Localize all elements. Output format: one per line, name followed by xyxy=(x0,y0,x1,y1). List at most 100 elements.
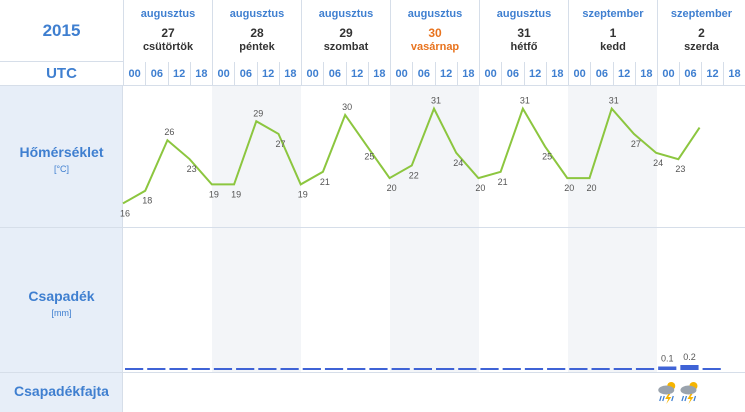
temperature-label: 20 xyxy=(586,183,596,193)
temperature-row-label: Hőmérséklet [°C] xyxy=(0,144,123,174)
temperature-label: 23 xyxy=(675,164,685,174)
day-name: szombat xyxy=(323,41,369,53)
precip-bar xyxy=(258,368,277,370)
day-month: szeptember xyxy=(670,8,733,20)
precip-label: 0.1 xyxy=(661,354,674,364)
day-month: augusztus xyxy=(140,8,196,20)
utc-label: UTC xyxy=(0,62,123,86)
precip-bar xyxy=(591,368,610,370)
utc-hour: 18 xyxy=(634,62,657,86)
precip-bar xyxy=(369,368,388,370)
precip-bar xyxy=(502,368,521,370)
day-name: vasárnap xyxy=(410,41,460,53)
utc-hour: 12 xyxy=(256,62,279,86)
temperature-label: 20 xyxy=(564,183,574,193)
day-stripe xyxy=(123,86,212,372)
utc-hour: 06 xyxy=(590,62,613,86)
precip-bar xyxy=(191,368,210,370)
precip-unit: [mm] xyxy=(51,308,72,318)
precip-bar xyxy=(613,368,632,370)
row-separator xyxy=(0,372,745,373)
utc-hour: 00 xyxy=(568,62,591,86)
precip-bar xyxy=(302,368,321,370)
utc-hour: 18 xyxy=(367,62,390,86)
temperature-label: 31 xyxy=(431,96,441,106)
utc-hour: 06 xyxy=(412,62,435,86)
precip-bar xyxy=(635,368,655,370)
precip-label: 0.2 xyxy=(683,352,696,362)
temperature-label: 23 xyxy=(187,164,197,174)
utc-hour: 00 xyxy=(390,62,413,86)
utc-hour: 00 xyxy=(123,62,146,86)
utc-hour: 12 xyxy=(523,62,546,86)
utc-hour: 18 xyxy=(456,62,479,86)
temperature-label: 21 xyxy=(498,177,508,187)
utc-hour: 18 xyxy=(278,62,301,86)
temperature-label: 25 xyxy=(542,152,552,162)
precip-bar xyxy=(458,368,477,370)
plot-area: 16 18 26 23 19 19 29 27 19 21 30 25 20 22 31 24 20 21 31 25… xyxy=(120,86,745,412)
precip-type-row xyxy=(123,372,745,412)
temperature-label: 27 xyxy=(275,139,285,149)
temperature-label: 27 xyxy=(631,139,641,149)
day-day: 27 xyxy=(161,26,175,40)
year-label: 2015 xyxy=(0,0,123,62)
temperature-label: 19 xyxy=(298,189,308,199)
precip-bar xyxy=(391,368,410,370)
utc-hour: 18 xyxy=(189,62,212,86)
day-day: 31 xyxy=(517,26,531,40)
day-header: augusztus 29 szombat xyxy=(301,0,390,62)
temperature-label: 24 xyxy=(453,158,463,168)
temperature-label: 19 xyxy=(231,189,241,199)
day-month: augusztus xyxy=(407,8,463,20)
day-name: szerda xyxy=(684,41,719,53)
day-stripe xyxy=(212,86,301,372)
day-month: augusztus xyxy=(496,8,552,20)
precip-bar xyxy=(147,368,166,370)
day-stripe xyxy=(479,86,568,372)
temperature-label: 19 xyxy=(209,189,219,199)
day-header: szeptember 1 kedd xyxy=(568,0,657,62)
utc-hour: 00 xyxy=(657,62,679,86)
temperature-label: 31 xyxy=(520,96,530,106)
precip-row-label: Csapadék [mm] xyxy=(0,288,123,318)
temperature-label: 21 xyxy=(320,177,330,187)
precip-bar xyxy=(680,365,699,370)
precip-label: Csapadék xyxy=(28,288,95,304)
utc-hour: 06 xyxy=(679,62,701,86)
temperature-unit: [°C] xyxy=(53,164,70,174)
day-stripe xyxy=(568,86,657,372)
day-header: augusztus 31 hétfő xyxy=(479,0,568,62)
utc-hour: 06 xyxy=(501,62,524,86)
utc-hour: 00 xyxy=(212,62,235,86)
utc-hour: 06 xyxy=(323,62,346,86)
temperature-label: 31 xyxy=(609,96,619,106)
utc-hour: 00 xyxy=(301,62,324,86)
day-day: 28 xyxy=(250,26,264,40)
utc-hour: 06 xyxy=(234,62,257,86)
temperature-label: 22 xyxy=(409,170,419,180)
day-stripe xyxy=(657,86,745,372)
utc-hour: 18 xyxy=(545,62,568,86)
temperature-series-line xyxy=(122,106,701,205)
day-stripe xyxy=(301,86,390,372)
temperature-label: 30 xyxy=(342,102,352,112)
day-day: 29 xyxy=(339,26,353,40)
utc-hour: 12 xyxy=(345,62,368,86)
precip-bar xyxy=(125,368,144,370)
precip-bar xyxy=(347,368,366,370)
day-month: szeptember xyxy=(582,8,644,20)
rain-thunder-icon xyxy=(680,382,698,404)
precip-bar xyxy=(436,368,455,370)
temperature-label: 20 xyxy=(387,183,397,193)
day-name: csütörtök xyxy=(142,41,194,53)
utc-hour: 00 xyxy=(479,62,502,86)
utc-hour: 18 xyxy=(723,62,745,86)
utc-hour: 12 xyxy=(167,62,190,86)
day-month: augusztus xyxy=(229,8,285,20)
temperature-label: 29 xyxy=(253,108,263,118)
rain-thunder-icon xyxy=(658,382,676,404)
temperature-label: 18 xyxy=(142,196,152,206)
precip-bar xyxy=(213,368,233,370)
